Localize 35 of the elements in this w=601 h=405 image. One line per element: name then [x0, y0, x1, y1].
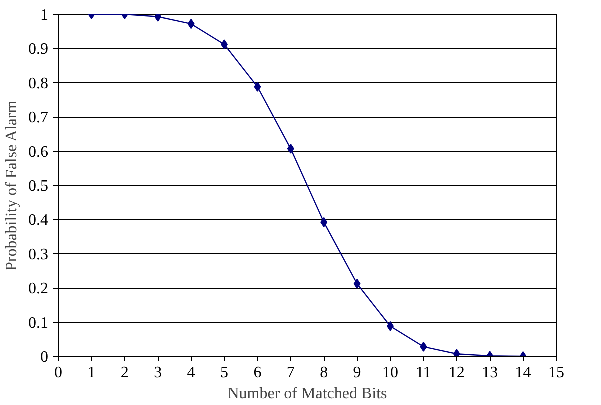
point [320, 217, 328, 228]
x-tick-label: 5 [220, 364, 228, 382]
point [254, 82, 262, 92]
y-tick-label: 0.4 [28, 212, 48, 230]
x-axis-title: Number of Matched Bits [228, 386, 388, 402]
y-tick-label: 1 [40, 7, 48, 24]
x-tick-label: 13 [482, 364, 498, 382]
x-tick-label: 9 [353, 364, 362, 382]
x-tick-label: 11 [416, 364, 432, 382]
x-tick-label: 2 [120, 364, 129, 382]
x-tick-label: 7 [286, 364, 295, 382]
y-tick-label: 0.8 [28, 75, 48, 92]
x-tick-label: 12 [448, 364, 465, 382]
x-tick-label: 1 [88, 364, 96, 382]
y-tick-label: 0.9 [28, 41, 48, 58]
y-tick-label: 0.2 [28, 280, 48, 298]
x-tick-label: 10 [382, 364, 398, 382]
x-tick-label: 14 [515, 364, 532, 382]
x-tick-label: 6 [254, 364, 262, 382]
point [354, 278, 361, 289]
x-tick-label: 8 [320, 364, 328, 382]
y-tick-label: 0.5 [28, 178, 48, 195]
point [420, 342, 428, 352]
y-tick-label: 0.6 [28, 144, 48, 161]
x-tick-label: 3 [154, 364, 162, 382]
x-tick-label: 0 [54, 364, 62, 382]
y-tick-label: 0 [40, 349, 48, 366]
y-axis-title: Probability of False Alarm [4, 100, 20, 272]
y-tick-label: 0.1 [28, 314, 48, 332]
x-tick-label: 15 [548, 364, 564, 382]
point [188, 19, 195, 30]
y-tick-label: 0.3 [28, 246, 48, 264]
y-tick-label: 0.7 [28, 110, 48, 127]
point [287, 144, 294, 154]
x-tick-label: 4 [187, 364, 196, 382]
